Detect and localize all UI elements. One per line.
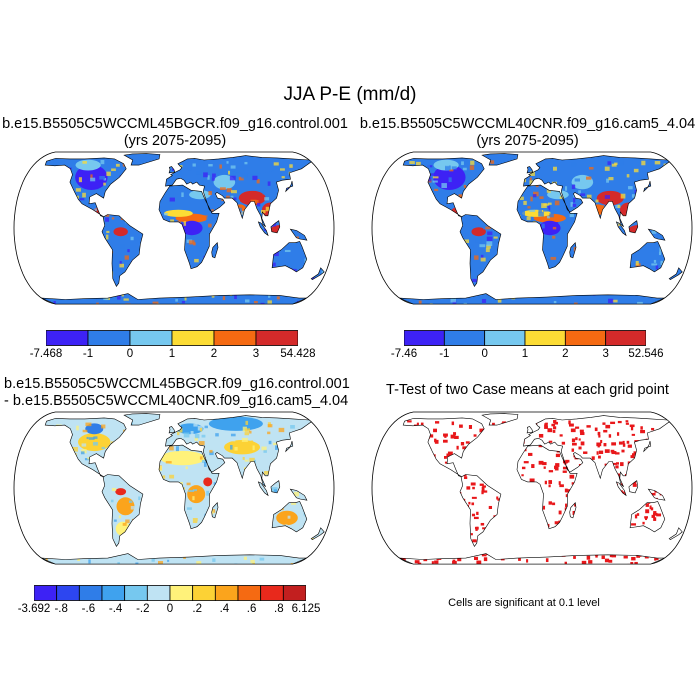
colorbar-panel-1	[46, 330, 298, 346]
colorbar-tick-label: 1	[168, 348, 176, 360]
colorbar-tick-label: 3	[252, 348, 260, 360]
colorbar-box	[169, 585, 194, 601]
panel-1-title: b.e15.B5505C5WCCML45BGCR.f09_g16.control…	[0, 116, 350, 150]
panel-4-title: T-Test of two Case means at each grid po…	[355, 382, 700, 399]
colorbar-tick-label: 1	[521, 348, 529, 360]
colorbar-box	[524, 330, 566, 346]
map-panel-1	[13, 151, 335, 305]
colorbar-tick-label: -7.468	[29, 348, 63, 360]
colorbar-tick-label: 0	[481, 348, 488, 360]
colorbar-tick-label: 52.546	[628, 348, 664, 360]
colorbar-tick-label: -3.692	[17, 603, 51, 615]
colorbar-tick-label: -.6	[81, 603, 96, 615]
colorbar-box	[34, 585, 58, 601]
colorbar-tick-label: -.8	[54, 603, 68, 615]
coastlines	[399, 153, 683, 305]
colorbar-tick-label: -.2	[136, 603, 150, 615]
colorbar-tick-label: 6.125	[291, 603, 321, 615]
colorbar-box	[124, 585, 148, 601]
colorbar-tick-label: -1	[439, 348, 450, 360]
colorbar-box	[605, 330, 646, 346]
colorbar-labels-panel-1: -7.468 -1 0 1 2 3 54.428	[30, 348, 316, 362]
panel-4-title-line1: T-Test of two Case means at each grid po…	[386, 382, 669, 398]
colorbar-box	[484, 330, 526, 346]
colorbar-box	[443, 330, 486, 346]
colorbar-tick-label: 2	[210, 348, 218, 360]
colorbar-tick-label: 54.428	[280, 348, 316, 360]
colorbar-box	[146, 585, 171, 601]
colorbar-box	[214, 585, 239, 601]
panel-3-title-line2: - b.e15.B5505C5WCCML40CNR.f09_g16.cam5_4…	[4, 393, 349, 409]
colorbar-box	[564, 330, 607, 346]
coastlines	[41, 413, 325, 565]
colorbar-tick-label: 2	[562, 348, 569, 360]
map-panel-3	[13, 411, 335, 565]
colorbar-tick-label: -1	[82, 348, 94, 360]
significance-footnote: Cells are significant at 0.1 level	[448, 597, 600, 609]
colorbar-tick-label: .8	[274, 603, 284, 615]
colorbar-panel-3	[34, 585, 306, 601]
panel-3-title: b.e15.B5505C5WCCML45BGCR.f09_g16.control…	[4, 376, 350, 410]
colorbar-box	[282, 585, 306, 601]
colorbar-box	[171, 330, 215, 346]
colorbar-box	[78, 585, 103, 601]
colorbar-tick-label: .2	[192, 603, 202, 615]
colorbar-labels-panel-3: -3.692 -.8 -.6 -.4 -.2 0 .2 .4 .6 .8 6.125	[18, 603, 321, 617]
coastlines	[399, 413, 683, 565]
colorbar-box	[87, 330, 131, 346]
colorbar-box	[255, 330, 298, 346]
colorbar-tick-label: -.4	[108, 603, 123, 615]
colorbar-tick-label: .4	[219, 603, 230, 615]
colorbar-box	[101, 585, 126, 601]
panel-2-title-line2: (yrs 2075-2095)	[476, 133, 579, 149]
colorbar-box	[404, 330, 445, 346]
panel-3-title-line1: b.e15.B5505C5WCCML45BGCR.f09_g16.control…	[4, 376, 350, 392]
colorbar-box	[192, 585, 216, 601]
colorbar-box	[56, 585, 80, 601]
colorbar-box	[237, 585, 262, 601]
colorbar-labels-panel-2: -7.46 -1 0 1 2 3 52.546	[391, 348, 664, 362]
panel-2-title: b.e15.B5505C5WCCML40CNR.f09_g16.cam5_4.0…	[355, 116, 700, 150]
panel-1-title-line2: (yrs 2075-2095)	[123, 133, 227, 149]
panel-2-title-line1: b.e15.B5505C5WCCML40CNR.f09_g16.cam5_4.0…	[359, 116, 696, 132]
colorbar-tick-label: 0	[126, 348, 134, 360]
colorbar-tick-label: 0	[166, 603, 174, 615]
colorbar-tick-label: 3	[602, 348, 609, 360]
coastlines	[41, 153, 325, 305]
colorbar-panel-2	[404, 330, 646, 346]
main-title: JJA P-E (mm/d)	[283, 84, 417, 105]
colorbar-tick-label: -7.46	[390, 348, 418, 360]
colorbar-box	[129, 330, 173, 346]
colorbar-tick-label: .6	[246, 603, 257, 615]
colorbar-box	[46, 330, 89, 346]
colorbar-box	[260, 585, 284, 601]
map-panel-4	[371, 411, 693, 565]
colorbar-box	[213, 330, 257, 346]
map-panel-2	[371, 151, 693, 305]
panel-1-title-line1: b.e15.B5505C5WCCML45BGCR.f09_g16.control…	[2, 116, 348, 132]
